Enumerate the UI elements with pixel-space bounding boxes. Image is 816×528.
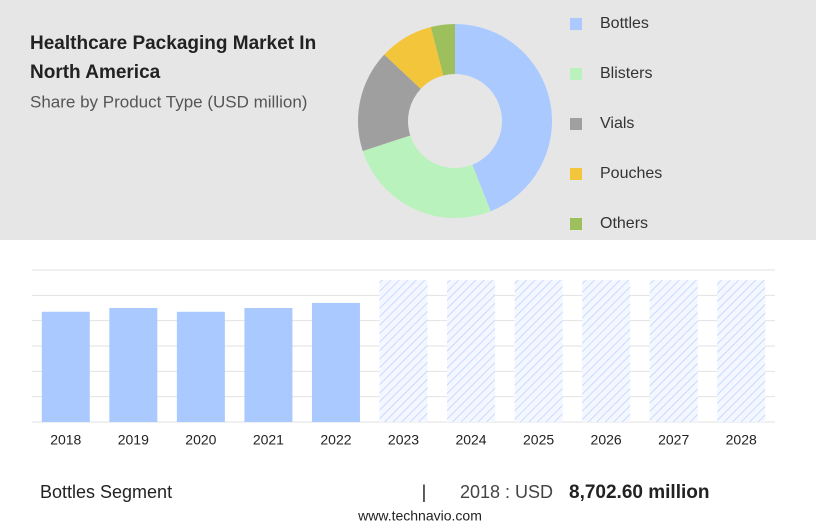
x-tick-label: 2028 bbox=[726, 432, 757, 448]
footer-year: 2018 : USD bbox=[460, 482, 553, 502]
legend-label: Others bbox=[600, 215, 648, 232]
legend-label: Pouches bbox=[600, 165, 662, 182]
x-tick-label: 2026 bbox=[591, 432, 622, 448]
bar bbox=[311, 302, 360, 422]
x-tick-label: 2022 bbox=[320, 432, 351, 448]
legend-swatch bbox=[570, 118, 582, 130]
bar bbox=[379, 280, 428, 422]
bar bbox=[649, 280, 698, 422]
legend-swatch bbox=[570, 68, 582, 80]
x-tick-label: 2019 bbox=[118, 432, 149, 448]
donut-slice bbox=[384, 27, 444, 89]
legend-label: Bottles bbox=[600, 15, 649, 32]
x-tick-label: 2027 bbox=[658, 432, 689, 448]
bar bbox=[717, 280, 766, 422]
x-tick-label: 2025 bbox=[523, 432, 554, 448]
bar bbox=[244, 308, 293, 422]
bar bbox=[447, 280, 496, 422]
donut-slice bbox=[358, 54, 421, 151]
x-tick-label: 2018 bbox=[50, 432, 81, 448]
legend-label: Vials bbox=[600, 115, 634, 132]
donut-slice bbox=[362, 135, 491, 218]
footer-segment: Bottles Segment bbox=[40, 482, 172, 502]
chart-subtitle: Share by Product Type (USD million) bbox=[30, 92, 307, 111]
bar bbox=[582, 280, 631, 422]
website: www.technavio.com bbox=[357, 508, 482, 524]
footer-separator: | bbox=[422, 482, 427, 502]
donut-slice bbox=[455, 24, 552, 212]
x-tick-label: 2021 bbox=[253, 432, 284, 448]
bar bbox=[176, 311, 225, 422]
x-tick-label: 2020 bbox=[185, 432, 216, 448]
x-tick-label: 2023 bbox=[388, 432, 419, 448]
legend-label: Blisters bbox=[600, 65, 652, 82]
footer-value: 8,702.60 million bbox=[569, 482, 709, 503]
legend-swatch bbox=[570, 218, 582, 230]
bar bbox=[514, 280, 563, 422]
bar bbox=[109, 308, 158, 422]
chart-title: Healthcare Packaging Market In North Amer… bbox=[30, 33, 316, 83]
donut-slice bbox=[430, 24, 455, 76]
x-tick-label: 2024 bbox=[455, 432, 486, 448]
legend-swatch bbox=[570, 168, 582, 180]
bar bbox=[41, 311, 90, 422]
legend-swatch bbox=[570, 18, 582, 30]
